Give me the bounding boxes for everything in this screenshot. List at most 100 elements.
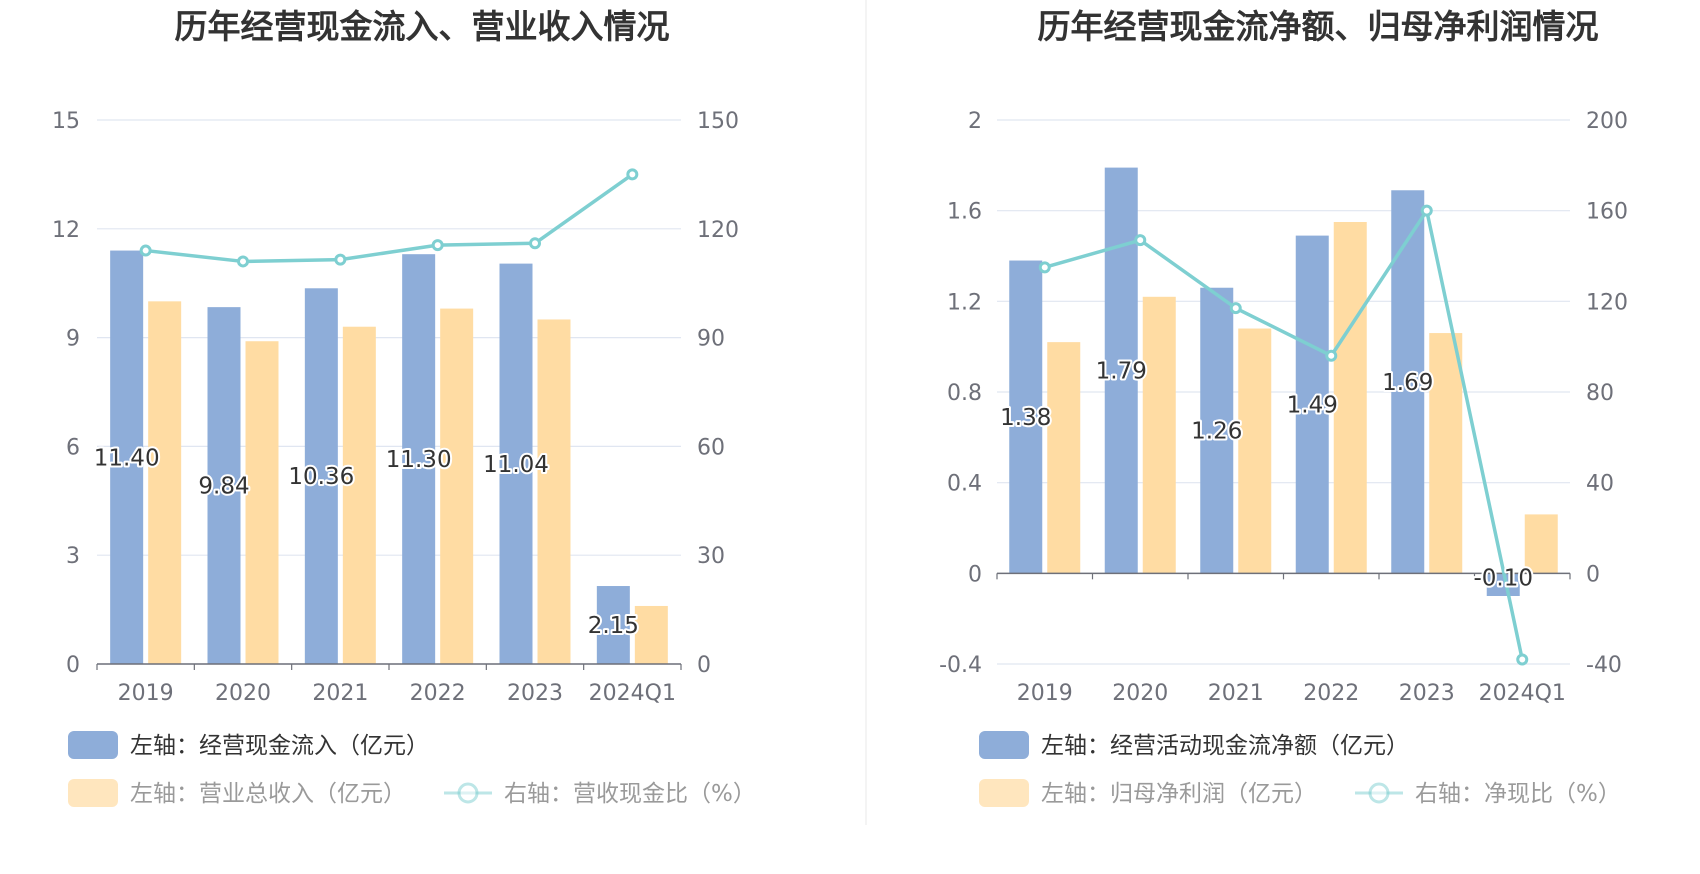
bar-data-label: 1.79 — [1096, 358, 1147, 384]
bar-secondary — [537, 319, 571, 664]
line-point — [1229, 302, 1242, 315]
legend-label-primary[interactable]: 左轴：经营现金流入（亿元） — [130, 733, 429, 759]
chart-net-cashflow-net-profit: 历年经营现金流净额、归母净利润情况 -0.4 0 0.4 0.8 1.2 1.6 2 -40 0 4… — [939, 7, 1628, 807]
right-axis-tick: 60 — [697, 435, 725, 460]
bar-primary — [1486, 573, 1520, 596]
legend-label-line[interactable]: 右轴：营收现金比（%） — [504, 781, 756, 807]
line-point — [1516, 653, 1529, 666]
x-axis-tick-label: 2023 — [507, 681, 563, 706]
bar-data-label: 1.49 — [1287, 392, 1338, 418]
x-axis-tick-label: 2021 — [312, 681, 368, 706]
line-point — [1325, 349, 1338, 362]
bar-primary — [1200, 287, 1234, 574]
bar-data-label: 1.26 — [1191, 419, 1242, 445]
bar-data-label: -0.10 — [1473, 565, 1533, 591]
bar-secondary — [1238, 328, 1272, 574]
bar-primary — [402, 254, 436, 665]
left-axis-tick: 2 — [968, 109, 982, 134]
legend-swatch-line-marker[interactable] — [457, 782, 479, 804]
right-axis-tick: 150 — [697, 109, 739, 134]
bar-primary — [596, 586, 630, 664]
right-axis-tick: 30 — [697, 544, 725, 569]
line-point — [1038, 261, 1051, 274]
legend-label-primary[interactable]: 左轴：经营活动现金流净额（亿元） — [1041, 733, 1409, 759]
chart-cash-inflow-revenue: 历年经营现金流入、营业收入情况0369121503060901201502019… — [52, 7, 756, 807]
x-axis-tick-label: 2022 — [410, 681, 466, 706]
bar-data-label: 11.30 — [386, 447, 452, 473]
legend-swatch-primary[interactable] — [979, 731, 1029, 759]
bar-secondary — [440, 308, 474, 664]
left-axis-tick: 9 — [66, 327, 80, 352]
bar-primary — [110, 250, 144, 664]
bar-secondary — [245, 341, 279, 664]
right-axis-tick: 0 — [697, 653, 711, 678]
right-axis-tick: 120 — [697, 218, 739, 243]
line-point — [139, 244, 152, 257]
x-axis-tick-label: 2019 — [1017, 681, 1073, 706]
bar-data-label: 9.84 — [198, 474, 249, 500]
left-axis-tick: 1.6 — [947, 200, 982, 225]
line-point — [237, 255, 249, 268]
bar-primary — [499, 263, 533, 664]
left-axis-tick: 0 — [968, 562, 982, 587]
x-axis-tick-label: 2021 — [1208, 681, 1264, 706]
left-axis-tick: 3 — [66, 544, 80, 569]
bar-data-label: 11.04 — [483, 452, 549, 478]
legend-label-line[interactable]: 右轴：净现比（%） — [1415, 781, 1621, 807]
right-axis-tick: 120 — [1586, 290, 1628, 315]
legend-swatch-secondary[interactable] — [68, 779, 118, 807]
x-axis-tick-label: 2023 — [1399, 681, 1455, 706]
left-axis-tick: 1.2 — [947, 290, 982, 315]
line-point — [626, 168, 639, 181]
right-axis-tick: 90 — [697, 327, 725, 352]
bar-secondary — [634, 605, 668, 664]
legend-swatch-secondary[interactable] — [979, 779, 1029, 807]
line-point — [334, 253, 347, 266]
legend-swatch-primary[interactable] — [68, 731, 118, 759]
right-axis-tick: 0 — [1586, 562, 1600, 587]
bar-data-label: 2.15 — [588, 613, 639, 639]
x-axis-tick-label: 2019 — [118, 681, 174, 706]
right-axis-tick: 160 — [1586, 200, 1628, 225]
left-axis-tick: 0.4 — [947, 472, 982, 497]
line-series — [145, 172, 634, 264]
bar-secondary — [1524, 514, 1558, 574]
line-point — [1420, 204, 1433, 217]
bar-primary — [1295, 235, 1329, 574]
right-axis-tick: 40 — [1586, 472, 1614, 497]
left-axis-tick: -0.4 — [939, 653, 982, 678]
x-axis-tick-label: 2024Q1 — [589, 681, 676, 706]
left-axis-tick: 0.8 — [947, 381, 982, 406]
x-axis-tick-label: 2020 — [1112, 681, 1168, 706]
legend-label-secondary[interactable]: 左轴：营业总收入（亿元） — [130, 781, 406, 807]
chart-title: 历年经营现金流净额、归母净利润情况 — [1038, 7, 1599, 46]
bar-secondary — [342, 326, 376, 664]
bar-primary — [207, 307, 241, 664]
bar-secondary — [1333, 222, 1367, 574]
bar-secondary — [1047, 342, 1081, 574]
bar-data-label: 10.36 — [288, 464, 354, 490]
legend-swatch-line-marker[interactable] — [1368, 782, 1390, 804]
bar-primary — [304, 288, 338, 664]
x-axis-tick-label: 2020 — [215, 681, 271, 706]
line-point — [431, 239, 444, 252]
x-axis-tick-label: 2022 — [1303, 681, 1359, 706]
legend-label-secondary[interactable]: 左轴：归母净利润（亿元） — [1041, 781, 1317, 807]
bar-secondary — [1429, 333, 1463, 574]
left-axis-tick: 6 — [66, 435, 80, 460]
line-point — [529, 237, 541, 250]
x-axis-tick-label: 2024Q1 — [1479, 681, 1566, 706]
bar-primary — [1009, 260, 1043, 574]
chart-title: 历年经营现金流入、营业收入情况 — [175, 7, 670, 46]
bar-data-label: 1.69 — [1382, 370, 1433, 396]
right-axis-tick: 80 — [1586, 381, 1614, 406]
bar-secondary — [1142, 296, 1176, 574]
bar-data-label: 1.38 — [1000, 405, 1051, 431]
bar-data-label: 11.40 — [94, 445, 160, 471]
left-axis-tick: 0 — [66, 653, 80, 678]
line-point — [1134, 234, 1147, 247]
right-axis-tick: 200 — [1586, 109, 1628, 134]
bar-secondary — [148, 301, 182, 664]
left-axis-tick: 12 — [52, 218, 80, 243]
